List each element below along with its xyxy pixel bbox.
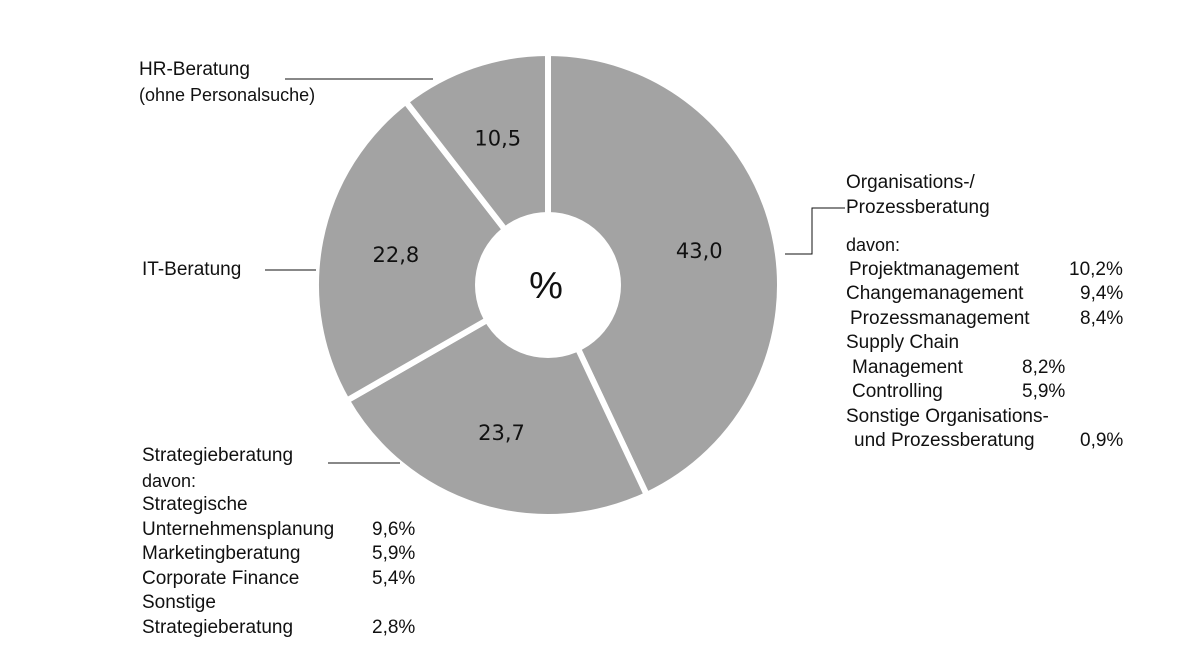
- donut-slice: [545, 49, 783, 499]
- strat-item-row: Unternehmensplanung 9,6%: [142, 518, 415, 543]
- org-leader-line: [785, 207, 845, 255]
- strat-item-value: 2,8%: [372, 616, 416, 638]
- org-item-name: Changemanagement: [846, 283, 1024, 304]
- strat-item-name: Marketingberatung: [142, 543, 301, 564]
- org-item-row: Prozessmanagement 8,4%: [846, 307, 1123, 332]
- slice-value-label: 10,5: [474, 126, 521, 150]
- org-item-value: 0,9%: [1080, 430, 1124, 451]
- org-item-value: 9,4%: [1080, 283, 1124, 304]
- strat-item-name: Sonstige: [142, 592, 216, 613]
- org-item-value: 8,2%: [1022, 356, 1066, 378]
- org-item-name: Prozessmanagement: [850, 307, 1030, 329]
- slice-value-label: 22,8: [373, 243, 420, 267]
- org-title-line1: Organisations-/: [846, 172, 975, 193]
- strat-item-row: Corporate Finance 5,4%: [142, 567, 415, 592]
- center-label: %: [529, 265, 563, 307]
- org-item-value: 8,4%: [1080, 307, 1124, 329]
- org-item-value: 10,2%: [1069, 258, 1123, 280]
- org-item-name: Supply Chain: [846, 332, 960, 353]
- strat-davon: davon:: [142, 470, 197, 491]
- strat-title: Strategieberatung: [142, 445, 294, 466]
- strat-item-row: Sonstige: [142, 591, 293, 616]
- org-label: Organisations-/ Prozessberatung: [846, 171, 990, 220]
- org-item-row: Projektmanagement 10,2%: [846, 258, 1123, 283]
- slice-value-label: 23,7: [478, 421, 525, 445]
- hr-label: HR-Beratung (ohne Personalsuche): [139, 58, 315, 107]
- org-breakdown: davon: Projektmanagement 10,2% Changeman…: [846, 233, 1123, 454]
- org-item-row: und Prozessberatung 0,9%: [846, 429, 1123, 454]
- hr-label-line1: HR-Beratung: [139, 59, 250, 80]
- org-item-name: Controlling: [852, 381, 943, 402]
- slice-value-labels: 43,0 23,7 22,8 10,5: [373, 126, 723, 445]
- strat-item-row: Marketingberatung 5,9%: [142, 542, 415, 567]
- donut-slice: [313, 97, 553, 405]
- leader-lines: [265, 78, 845, 464]
- it-label: IT-Beratung: [142, 259, 242, 280]
- strat-item-value: 5,9%: [372, 543, 416, 564]
- org-item-value: 5,9%: [1022, 381, 1066, 402]
- org-title-line2: Prozessberatung: [846, 196, 990, 218]
- strat-item-row: Strategische: [142, 493, 293, 518]
- donut-hole: [475, 212, 621, 358]
- strat-label: Strategieberatung davon: Strategische Un…: [142, 444, 415, 641]
- org-item-row: Controlling 5,9%: [846, 380, 1065, 405]
- strat-item-value: 9,6%: [372, 518, 416, 540]
- strat-item-name: Strategieberatung: [142, 616, 294, 638]
- org-item-name: Projektmanagement: [849, 258, 1020, 280]
- org-item-name: Management: [852, 356, 963, 378]
- strat-item-name: Corporate Finance: [142, 567, 300, 589]
- slice-value-label: 43,0: [676, 239, 723, 263]
- strat-item-row: Strategieberatung 2,8%: [142, 616, 415, 641]
- org-item-row: Changemanagement 9,4%: [846, 282, 1123, 307]
- strat-item-value: 5,4%: [372, 567, 416, 589]
- org-davon: davon:: [846, 235, 901, 255]
- org-item-name: Sonstige Organisations-: [846, 405, 1049, 427]
- org-item-row: Management 8,2%: [846, 356, 1065, 381]
- hr-label-line2: (ohne Personalsuche): [139, 84, 316, 105]
- org-item-row: Sonstige Organisations-: [846, 405, 1049, 430]
- org-item-name: und Prozessberatung: [854, 430, 1035, 451]
- org-item-row: Supply Chain: [846, 331, 959, 356]
- strat-item-name: Unternehmensplanung: [142, 518, 335, 540]
- strat-item-name: Strategische: [142, 494, 248, 515]
